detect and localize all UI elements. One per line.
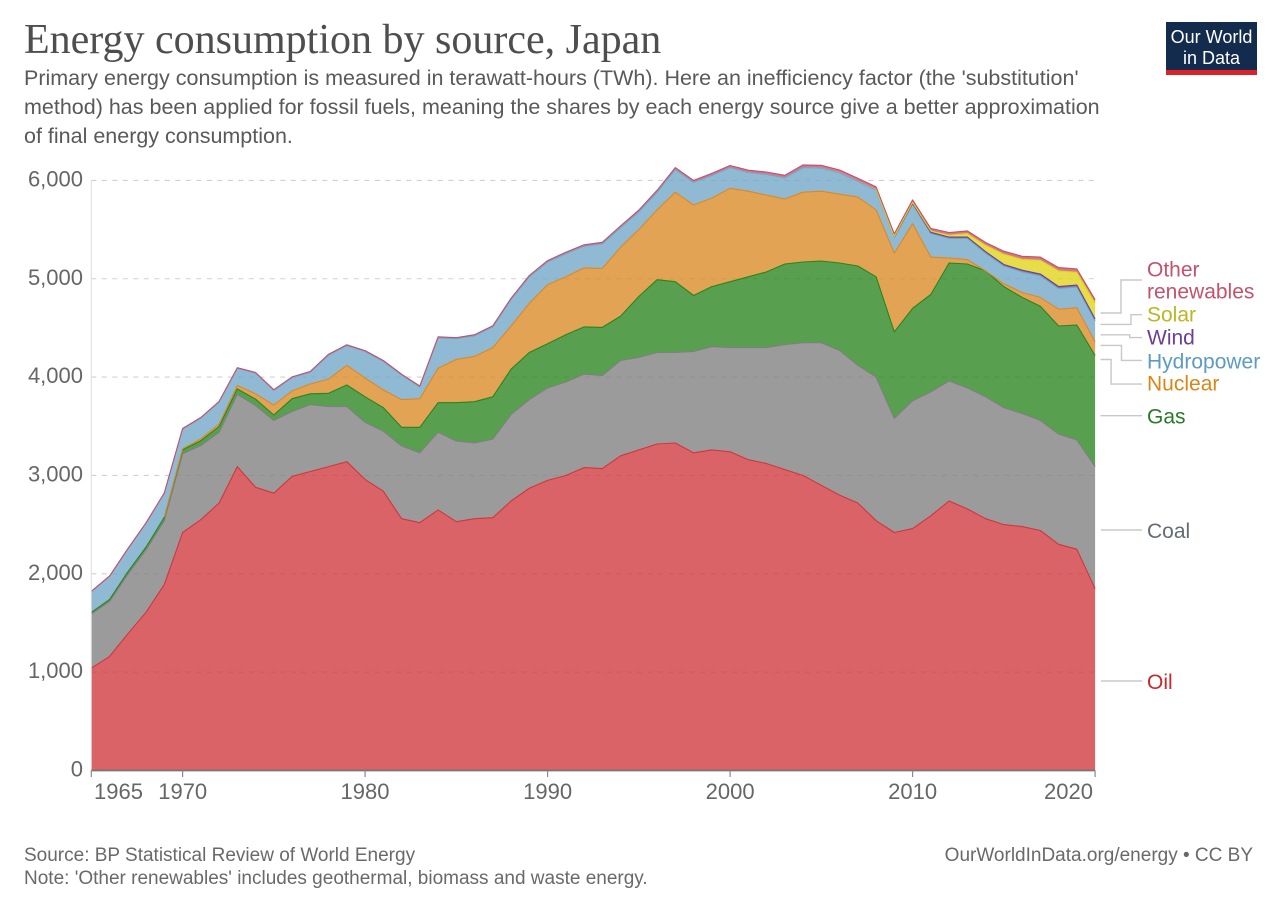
svg-text:Gas: Gas [1147, 406, 1186, 429]
svg-text:1970: 1970 [158, 779, 207, 804]
svg-text:Solar: Solar [1147, 304, 1196, 327]
svg-text:Coal: Coal [1147, 520, 1190, 543]
svg-text:6,000: 6,000 [28, 166, 83, 191]
svg-text:renewables: renewables [1147, 281, 1254, 304]
svg-text:2,000: 2,000 [28, 560, 83, 585]
svg-text:2010: 2010 [888, 779, 937, 804]
svg-text:1965: 1965 [94, 779, 143, 804]
svg-text:1980: 1980 [341, 779, 390, 804]
svg-text:0: 0 [71, 757, 83, 782]
svg-text:Other: Other [1147, 259, 1200, 282]
svg-text:5,000: 5,000 [28, 265, 83, 290]
svg-text:3,000: 3,000 [28, 462, 83, 487]
svg-text:Nuclear: Nuclear [1147, 373, 1219, 396]
svg-text:2000: 2000 [706, 779, 755, 804]
svg-text:Hydropower: Hydropower [1147, 351, 1260, 374]
svg-text:2020: 2020 [1044, 779, 1093, 804]
svg-text:1,000: 1,000 [28, 658, 83, 683]
svg-text:4,000: 4,000 [28, 363, 83, 388]
svg-text:1990: 1990 [523, 779, 572, 804]
svg-text:Oil: Oil [1147, 671, 1173, 694]
svg-text:Wind: Wind [1147, 327, 1195, 350]
